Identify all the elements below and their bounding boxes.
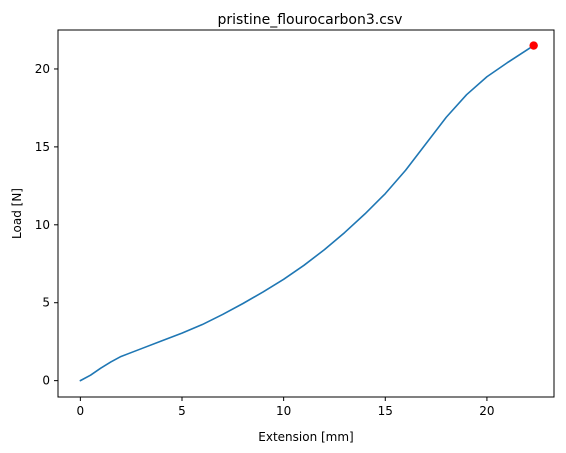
y-tick-label: 20 (35, 62, 50, 76)
y-tick-label: 0 (42, 374, 50, 388)
axes-frame (57, 29, 555, 398)
y-tick-label: 5 (42, 296, 50, 310)
x-tick-label: 0 (77, 404, 85, 418)
x-tick-label: 10 (276, 404, 291, 418)
max-load-point (529, 41, 538, 50)
x-tick-label: 15 (378, 404, 393, 418)
plot-area (79, 41, 538, 382)
chart-title: pristine_flourocarbon3.csv (218, 12, 403, 28)
series-line (79, 44, 535, 382)
y-tick-label: 10 (35, 218, 50, 232)
x-axis-label: Extension [mm] (258, 430, 353, 444)
y-tick-label: 15 (35, 140, 50, 154)
y-axis: 0 5 10 15 20 (35, 62, 58, 388)
y-axis-label: Load [N] (10, 188, 24, 239)
x-tick-label: 20 (479, 404, 494, 418)
x-tick-label: 5 (178, 404, 186, 418)
x-axis: 0 5 10 15 20 (77, 397, 495, 418)
